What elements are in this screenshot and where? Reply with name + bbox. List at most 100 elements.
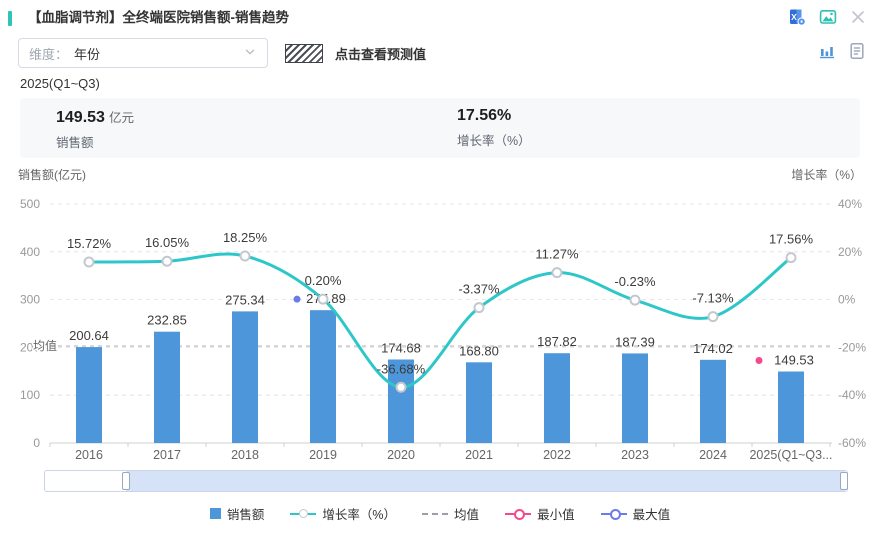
- growth-value-label: 18.25%: [223, 230, 268, 245]
- bar-value-label: 275.34: [225, 292, 265, 307]
- growth-value-label: 16.05%: [145, 235, 190, 250]
- right-axis-tick: -20%: [838, 340, 866, 354]
- period-label: 2025(Q1~Q3): [20, 76, 100, 91]
- forecast-label: 点击查看预测值: [335, 46, 427, 62]
- legend-marker-icon: [505, 509, 532, 520]
- growth-value-label: -3.37%: [458, 282, 500, 297]
- growth-line[interactable]: [88, 252, 792, 389]
- left-axis-tick: 200: [20, 340, 40, 354]
- sales-stat-label: 销售额: [56, 136, 94, 150]
- growth-value-label: -0.23%: [614, 274, 656, 289]
- max-value-dot: [293, 295, 301, 303]
- sales-stat-value: 149.53: [56, 109, 105, 126]
- bar-2024[interactable]: [700, 359, 726, 443]
- growth-stat-value: 17.56%: [457, 107, 512, 124]
- datazoom-selected-range[interactable]: [126, 471, 845, 491]
- title-accent-bar: [8, 11, 12, 26]
- bar-value-label: 174.68: [381, 341, 421, 356]
- bar-2023[interactable]: [622, 353, 648, 443]
- bar-2017[interactable]: [154, 331, 180, 443]
- line-point-2018[interactable]: [239, 250, 251, 262]
- legend-item-label: 最大值: [632, 508, 671, 522]
- min-value-dot: [755, 357, 763, 365]
- chart-legend: 销售额 增长率（%） 均值 最小值 最大值: [0, 504, 880, 523]
- bar-2019[interactable]: [310, 310, 336, 443]
- right-axis-title: 增长率（%）: [791, 167, 862, 182]
- sales-stat: 149.53 亿元 销售额: [56, 107, 134, 151]
- bar-2025(Q1~Q3...[interactable]: [778, 371, 804, 443]
- dimension-select[interactable]: 维度： 年份: [18, 38, 268, 68]
- x-axis-label: 2025(Q1~Q3...: [749, 448, 832, 462]
- datazoom-right-handle[interactable]: [840, 472, 848, 490]
- bar-value-label: 174.02: [693, 341, 733, 356]
- x-axis-label: 2017: [153, 448, 181, 462]
- growth-value-label: -7.13%: [692, 291, 734, 306]
- datazoom-slider[interactable]: [44, 470, 848, 492]
- growth-value-label: 11.27%: [535, 247, 579, 262]
- left-axis-tick: 100: [20, 388, 40, 402]
- right-axis-tick: -60%: [838, 436, 866, 450]
- bar-value-label: 149.53: [774, 353, 814, 368]
- line-point-2017[interactable]: [161, 255, 173, 267]
- line-point-2020[interactable]: [395, 381, 407, 393]
- x-axis-label: 2020: [387, 448, 415, 462]
- bar-value-label: 232.85: [147, 313, 187, 328]
- dimension-select-label: 维度：: [29, 46, 69, 62]
- left-axis-tick: 500: [20, 197, 40, 211]
- sales-stat-unit: 亿元: [108, 111, 134, 125]
- x-axis-label: 2022: [543, 448, 571, 462]
- bar-2018[interactable]: [232, 311, 258, 443]
- dimension-select-value: 年份: [74, 46, 101, 62]
- left-axis-tick: 0: [33, 436, 40, 450]
- legend-item-均值[interactable]: 均值: [422, 504, 479, 523]
- x-axis-label: 2024: [699, 448, 727, 462]
- mean-line-label: 均值: [33, 338, 57, 353]
- sales-trend-chart[interactable]: 0 100 200 300 400 500 -60% -40% -20% 0% 20% 40% 2016…: [0, 165, 880, 465]
- legend-item-label: 销售额: [226, 508, 265, 522]
- left-axis-tick: 300: [20, 293, 40, 307]
- x-axis-label: 2021: [465, 448, 493, 462]
- line-point-2022[interactable]: [551, 267, 563, 279]
- forecast-toggle[interactable]: 点击查看预测值: [285, 38, 426, 68]
- chevron-down-icon: [243, 45, 257, 62]
- bar-2016[interactable]: [76, 347, 102, 443]
- bar-value-label: 187.39: [615, 334, 655, 349]
- report-view-icon[interactable]: [848, 42, 866, 65]
- bar-2022[interactable]: [544, 353, 570, 443]
- growth-stat-label: 增长率（%）: [457, 134, 531, 148]
- bar-value-label: 187.82: [537, 334, 577, 349]
- legend-item-最大值[interactable]: 最大值: [600, 504, 671, 523]
- line-point-2025(Q1~Q3...[interactable]: [785, 252, 797, 264]
- bar-chart-view-icon[interactable]: [818, 42, 836, 65]
- legend-item-销售额[interactable]: 销售额: [209, 504, 265, 523]
- bar-2020[interactable]: [388, 359, 414, 443]
- left-axis-title: 销售额(亿元): [18, 167, 86, 182]
- legend-marker-icon: [290, 509, 317, 518]
- page-title: 【血脂调节剂】全终端医院销售额-销售趋势: [28, 10, 289, 25]
- legend-item-增长率（%）[interactable]: 增长率（%）: [290, 504, 396, 523]
- datazoom-left-handle[interactable]: [122, 472, 130, 490]
- bar-2021[interactable]: [466, 362, 492, 443]
- growth-value-label: 17.56%: [769, 232, 814, 247]
- x-axis-label: 2019: [309, 448, 337, 462]
- legend-marker-icon: [422, 512, 449, 515]
- legend-item-label: 均值: [454, 508, 480, 522]
- right-axis-tick: 40%: [838, 197, 862, 211]
- line-point-2016[interactable]: [83, 256, 95, 268]
- save-image-icon[interactable]: [819, 8, 837, 31]
- legend-item-label: 最小值: [537, 508, 575, 522]
- x-axis-label: 2018: [231, 448, 259, 462]
- close-icon[interactable]: [850, 9, 866, 30]
- line-point-2023[interactable]: [629, 294, 641, 306]
- growth-value-label: 15.72%: [67, 236, 112, 251]
- x-axis-label: 2016: [75, 448, 103, 462]
- growth-value-label: -36.68%: [377, 361, 426, 376]
- legend-marker-icon: [209, 508, 221, 519]
- legend-item-最小值[interactable]: 最小值: [505, 504, 575, 523]
- line-point-2019[interactable]: [317, 293, 329, 305]
- line-point-2021[interactable]: [473, 302, 485, 314]
- chart-canvas[interactable]: 0 100 200 300 400 500 -60% -40% -20% 0% 20% 40% 2016…: [0, 165, 880, 465]
- growth-value-label: 0.20%: [305, 273, 342, 288]
- line-point-2024[interactable]: [707, 311, 719, 323]
- excel-export-icon[interactable]: X: [788, 8, 806, 31]
